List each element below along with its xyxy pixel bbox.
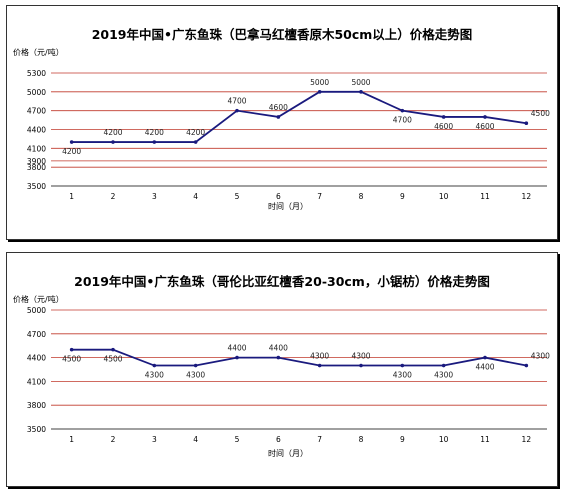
y-tick-label: 3800 [27,401,46,410]
x-tick-label: 8 [359,435,364,444]
data-point [483,355,487,360]
data-label: 4500 [62,355,81,364]
x-tick-label: 6 [276,435,281,444]
data-point [69,140,74,144]
x-tick-label: 10 [439,435,449,444]
x-tick-label: 3 [152,435,157,444]
data-point [193,140,198,144]
data-label: 4200 [62,147,81,156]
data-label: 4700 [393,116,412,125]
x-tick-label: 10 [439,192,449,201]
x-tick-label: 3 [152,192,157,201]
data-label: 4300 [531,352,550,361]
data-label: 4400 [475,363,494,372]
data-point [152,140,157,144]
y-axis-label: 价格（元/吨） [13,48,64,57]
chart-title: 2019年中国•广东鱼珠（巴拿马红檀香原木50cm以上）价格走势图 [91,27,473,42]
data-point [441,363,446,368]
chart-panel-1: 2019年中国•广东鱼珠（巴拿马红檀香原木50cm以上）价格走势图 价格（元/吨… [6,5,558,240]
data-point [111,140,115,144]
series-line [71,90,527,143]
y-tick-label: 4100 [27,144,46,153]
data-label: 4300 [186,371,205,380]
x-tick-label: 12 [522,435,532,444]
y-tick-label: 4100 [27,377,46,386]
x-tick-label: 1 [69,435,74,444]
data-label: 4300 [351,352,370,361]
y-tick-label: 4700 [27,330,46,339]
data-label: 5000 [310,78,329,87]
data-point [152,363,157,368]
data-label: 4200 [103,128,122,137]
series-line [71,348,527,367]
data-label: 4300 [145,371,164,380]
x-tick-label: 4 [193,435,198,444]
x-tick-label: 8 [359,192,364,201]
y-axis-label: 价格（元/吨） [13,295,64,304]
data-label: 4500 [531,109,550,118]
data-label: 4300 [393,371,412,380]
data-point [359,90,363,94]
data-point [483,115,487,119]
x-tick-label: 1 [69,192,74,201]
x-tick-label: 4 [193,192,198,201]
y-tick-label: 3500 [27,425,46,434]
x-tick-label: 2 [111,192,116,201]
data-point [524,121,529,126]
chart-panel-2: 2019年中国•广东鱼珠（哥伦比亚红檀香20-30cm，小锯枋）价格走势图 价格… [6,252,558,487]
x-tick-label: 7 [317,435,322,444]
data-point [317,363,322,368]
data-label: 4700 [227,97,246,106]
y-tick-label: 3900 [27,157,46,166]
data-point [359,363,363,368]
chart-title: 2019年中国•广东鱼珠（哥伦比亚红檀香20-30cm，小锯枋）价格走势图 [74,274,490,289]
data-label: 4600 [475,122,494,131]
data-point [400,363,405,368]
data-label: 4600 [434,122,453,131]
data-point [276,355,281,360]
y-tick-label: 3800 [27,163,46,172]
x-tick-label: 9 [400,435,405,444]
data-point [524,363,529,368]
x-tick-label: 11 [480,435,490,444]
y-tick-label: 4700 [27,107,46,116]
x-tick-label: 11 [480,192,490,201]
x-tick-label: 6 [276,192,281,201]
y-tick-label: 5000 [27,306,46,315]
x-tick-label: 5 [235,192,240,201]
data-label: 4200 [145,128,164,137]
data-label: 4200 [186,128,205,137]
data-point [69,347,74,352]
data-label: 4500 [103,355,122,364]
y-tick-label: 4400 [27,354,46,363]
data-point [400,108,405,113]
data-point [193,363,198,368]
y-tick-label: 5300 [27,69,46,78]
data-label: 4600 [269,103,288,112]
x-tick-label: 7 [317,192,322,201]
data-point [235,355,239,360]
x-tick-label: 2 [111,435,116,444]
y-tick-label: 5000 [27,88,46,97]
y-tick-label: 4400 [27,126,46,135]
data-point [317,90,322,94]
x-tick-label: 5 [235,435,240,444]
data-point [235,108,239,113]
data-label: 5000 [351,78,370,87]
data-label: 4400 [227,344,246,353]
data-label: 4300 [434,371,453,380]
y-tick-label: 3500 [27,182,46,191]
x-axis-label: 时间（月） [268,449,308,458]
x-axis-label: 时间（月） [268,202,308,211]
data-point [111,347,115,352]
x-tick-label: 12 [522,192,532,201]
data-label: 4400 [269,344,288,353]
data-point [276,115,281,119]
x-tick-label: 9 [400,192,405,201]
data-label: 4300 [310,352,329,361]
data-point [441,115,446,119]
